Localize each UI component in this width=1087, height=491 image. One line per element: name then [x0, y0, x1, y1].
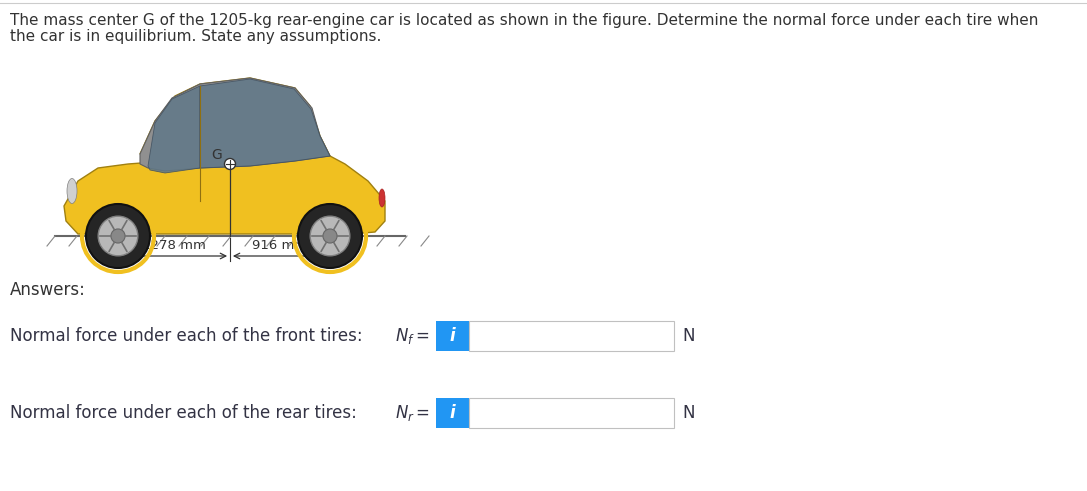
Circle shape [86, 204, 150, 268]
Text: Normal force under each of the front tires:: Normal force under each of the front tir… [10, 327, 363, 345]
Text: 916 mm: 916 mm [252, 239, 308, 252]
Bar [436, 321, 468, 351]
Circle shape [310, 216, 350, 256]
Text: N: N [682, 327, 695, 345]
Circle shape [298, 204, 362, 268]
Text: 1278 mm: 1278 mm [142, 239, 205, 252]
Bar [468, 321, 674, 351]
Circle shape [225, 159, 236, 169]
Polygon shape [148, 86, 200, 173]
Polygon shape [200, 79, 330, 168]
Polygon shape [64, 78, 385, 234]
Polygon shape [140, 78, 330, 171]
Text: $N_r=$: $N_r=$ [395, 403, 430, 423]
Text: The mass center G of the 1205-kg rear-engine car is located as shown in the figu: The mass center G of the 1205-kg rear-en… [10, 13, 1038, 28]
Circle shape [323, 229, 337, 243]
Text: Answers:: Answers: [10, 281, 86, 299]
Circle shape [111, 229, 125, 243]
Circle shape [98, 216, 138, 256]
Text: the car is in equilibrium. State any assumptions.: the car is in equilibrium. State any ass… [10, 29, 382, 44]
Text: G: G [211, 148, 222, 162]
Bar [436, 398, 468, 428]
Text: N: N [682, 404, 695, 422]
Text: i: i [450, 327, 455, 345]
Bar [468, 398, 674, 428]
Ellipse shape [67, 179, 77, 203]
Ellipse shape [379, 189, 385, 207]
Text: $N_f=$: $N_f=$ [395, 326, 429, 346]
Text: i: i [450, 404, 455, 422]
Text: Normal force under each of the rear tires:: Normal force under each of the rear tire… [10, 404, 357, 422]
